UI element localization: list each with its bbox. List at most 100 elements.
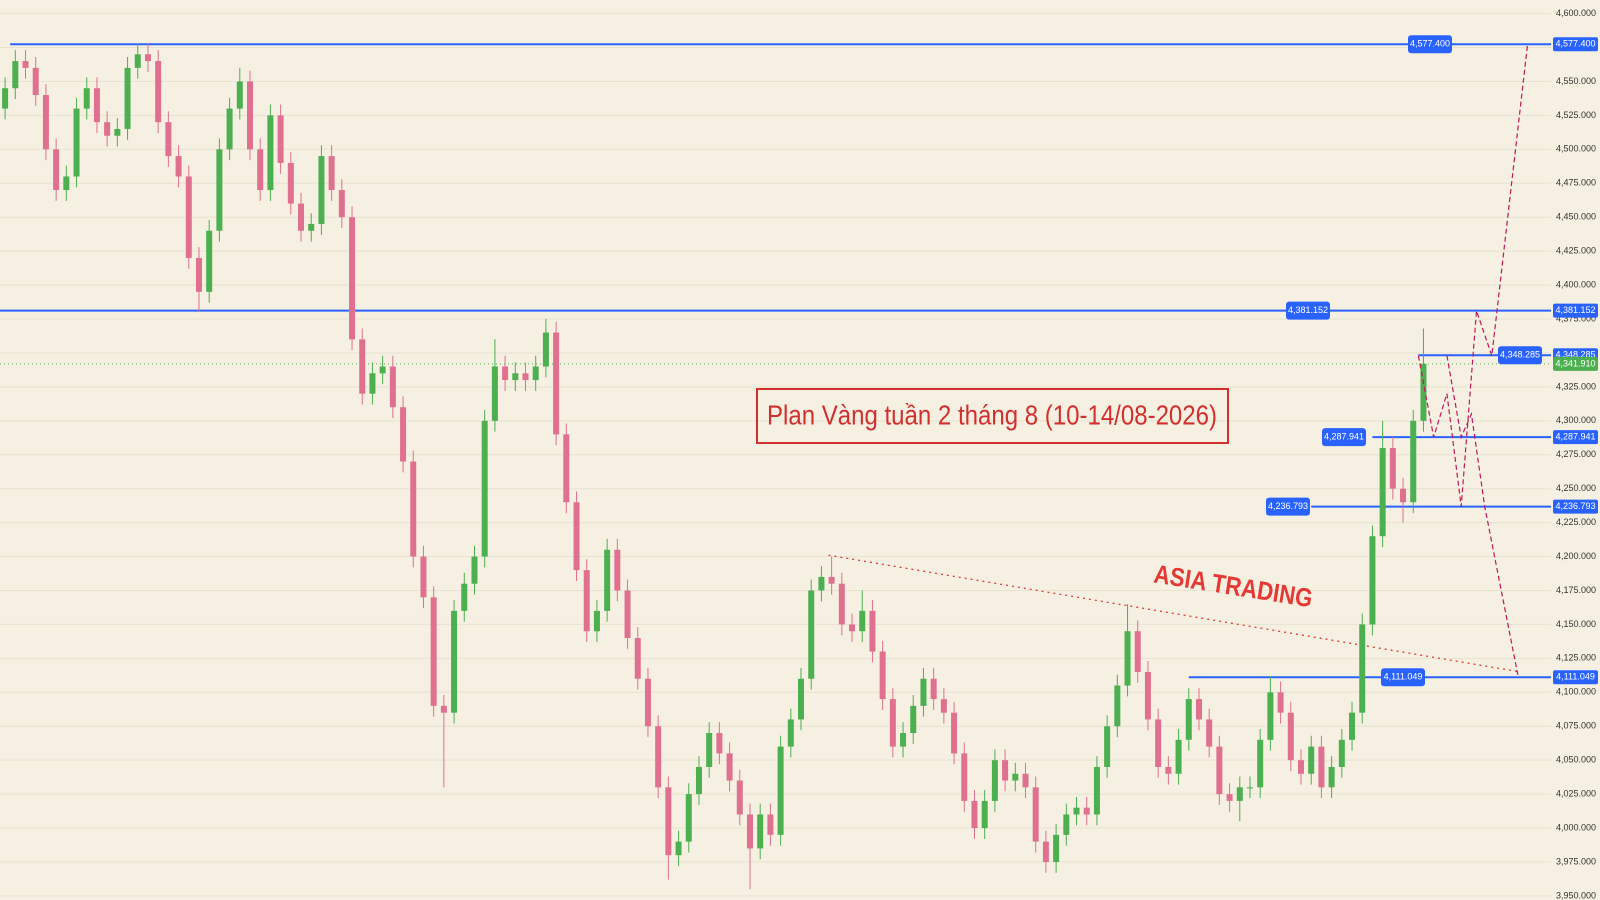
candle-body bbox=[338, 190, 345, 218]
title-box bbox=[756, 388, 1229, 444]
candle-body bbox=[318, 156, 325, 224]
y-tick-label: 4,200.000 bbox=[1556, 551, 1596, 561]
candle-body bbox=[767, 814, 774, 835]
candle-body bbox=[991, 760, 998, 801]
level-label: 4,236.793 bbox=[1268, 501, 1308, 511]
axis-level-label: 4,348.285 bbox=[1555, 350, 1595, 360]
candle-body bbox=[1257, 739, 1264, 788]
candle-body bbox=[104, 122, 111, 136]
candle-body bbox=[195, 257, 202, 292]
y-tick-label: 3,975.000 bbox=[1556, 856, 1596, 866]
candle-body bbox=[1012, 773, 1019, 781]
candle-body bbox=[175, 156, 182, 177]
candle-body bbox=[502, 366, 509, 381]
candle-body bbox=[155, 61, 162, 123]
candle-body bbox=[1124, 631, 1131, 686]
labels: 3,950.000 3,975.000 4,000.000 4,025.000 4,05… bbox=[1266, 8, 1598, 900]
level-label: 4,287.941 bbox=[1324, 432, 1364, 442]
level-label-box bbox=[1408, 35, 1452, 54]
candle-body bbox=[1175, 739, 1182, 774]
candle-body bbox=[553, 332, 560, 435]
y-tick-label: 4,125.000 bbox=[1556, 653, 1596, 663]
axis-label-box bbox=[1553, 430, 1598, 445]
candle-body bbox=[655, 726, 662, 788]
y-tick-label: 4,475.000 bbox=[1556, 178, 1596, 188]
candle-body bbox=[481, 420, 488, 557]
candle-body bbox=[716, 733, 723, 754]
y-tick-label: 4,550.000 bbox=[1556, 76, 1596, 86]
candle-body bbox=[216, 149, 223, 231]
candle-body bbox=[818, 576, 825, 591]
candle-body bbox=[1195, 699, 1202, 720]
level-label-box bbox=[1381, 668, 1425, 687]
candle-body bbox=[910, 705, 917, 734]
candle-body bbox=[828, 576, 835, 584]
candle-body bbox=[236, 81, 243, 109]
candle-body bbox=[644, 678, 651, 727]
candle-body bbox=[1063, 814, 1070, 835]
level-label: 4,577.400 bbox=[1410, 39, 1450, 49]
candle-body bbox=[1308, 746, 1315, 774]
candle-body bbox=[1093, 766, 1100, 815]
candle-body bbox=[451, 610, 458, 713]
candle-body bbox=[951, 712, 958, 754]
candle-body bbox=[1328, 766, 1335, 788]
candle-body bbox=[879, 651, 886, 700]
candle-body bbox=[1216, 746, 1223, 795]
candle-body bbox=[532, 366, 539, 381]
candle-body bbox=[1236, 787, 1243, 801]
level-label-box bbox=[1322, 428, 1366, 447]
candle-body bbox=[1042, 841, 1049, 862]
candle-body bbox=[1359, 624, 1366, 713]
level-label-box bbox=[1498, 346, 1542, 365]
candle-body bbox=[757, 814, 764, 849]
axis-level-label: 4,111.049 bbox=[1556, 672, 1595, 682]
candle-body bbox=[359, 339, 366, 394]
y-tick-label: 4,600.000 bbox=[1556, 8, 1596, 18]
y-tick-label: 3,950.000 bbox=[1556, 890, 1596, 900]
candle-body bbox=[400, 407, 407, 462]
candle-body bbox=[889, 699, 896, 747]
candles bbox=[2, 43, 1427, 890]
candle-body bbox=[420, 556, 427, 598]
candle-body bbox=[542, 332, 549, 367]
axis-level-label: 4,577.400 bbox=[1555, 39, 1595, 49]
y-tick-label: 4,275.000 bbox=[1556, 449, 1596, 459]
candle-body bbox=[257, 149, 264, 191]
level-label: 4,111.049 bbox=[1384, 672, 1423, 682]
candle-body bbox=[706, 733, 713, 767]
y-tick-label: 4,100.000 bbox=[1556, 687, 1596, 697]
candle-body bbox=[246, 81, 253, 150]
level-label-box bbox=[1266, 497, 1310, 516]
y-tick-label: 4,525.000 bbox=[1556, 110, 1596, 120]
candle-body bbox=[73, 108, 80, 177]
y-tick-label: 4,325.000 bbox=[1556, 381, 1596, 391]
candle-body bbox=[604, 549, 611, 611]
candle-body bbox=[1165, 766, 1172, 774]
candle-body bbox=[1114, 685, 1121, 727]
candle-body bbox=[1420, 363, 1427, 421]
candle-body bbox=[298, 203, 305, 231]
y-tick-label: 4,425.000 bbox=[1556, 246, 1596, 256]
candle-body bbox=[114, 128, 121, 136]
candle-body bbox=[634, 638, 641, 679]
grid bbox=[0, 13, 1551, 897]
candle-body bbox=[1379, 447, 1386, 537]
candle-body bbox=[1338, 739, 1345, 767]
candle-body bbox=[726, 753, 733, 781]
candle-body bbox=[1389, 447, 1396, 489]
candle-body bbox=[1134, 631, 1141, 672]
candle-body bbox=[1287, 712, 1294, 761]
candle-body bbox=[491, 366, 498, 421]
candle-body bbox=[1369, 536, 1376, 625]
candle-body bbox=[1002, 760, 1009, 781]
candle-body bbox=[226, 108, 233, 150]
y-tick-label: 4,500.000 bbox=[1556, 144, 1596, 154]
level-label: 4,381.152 bbox=[1288, 305, 1328, 315]
candle-body bbox=[328, 156, 335, 191]
candle-body bbox=[308, 223, 315, 231]
candle-body bbox=[1410, 420, 1417, 503]
candle-body bbox=[1277, 692, 1284, 713]
y-tick-label: 4,025.000 bbox=[1556, 788, 1596, 798]
